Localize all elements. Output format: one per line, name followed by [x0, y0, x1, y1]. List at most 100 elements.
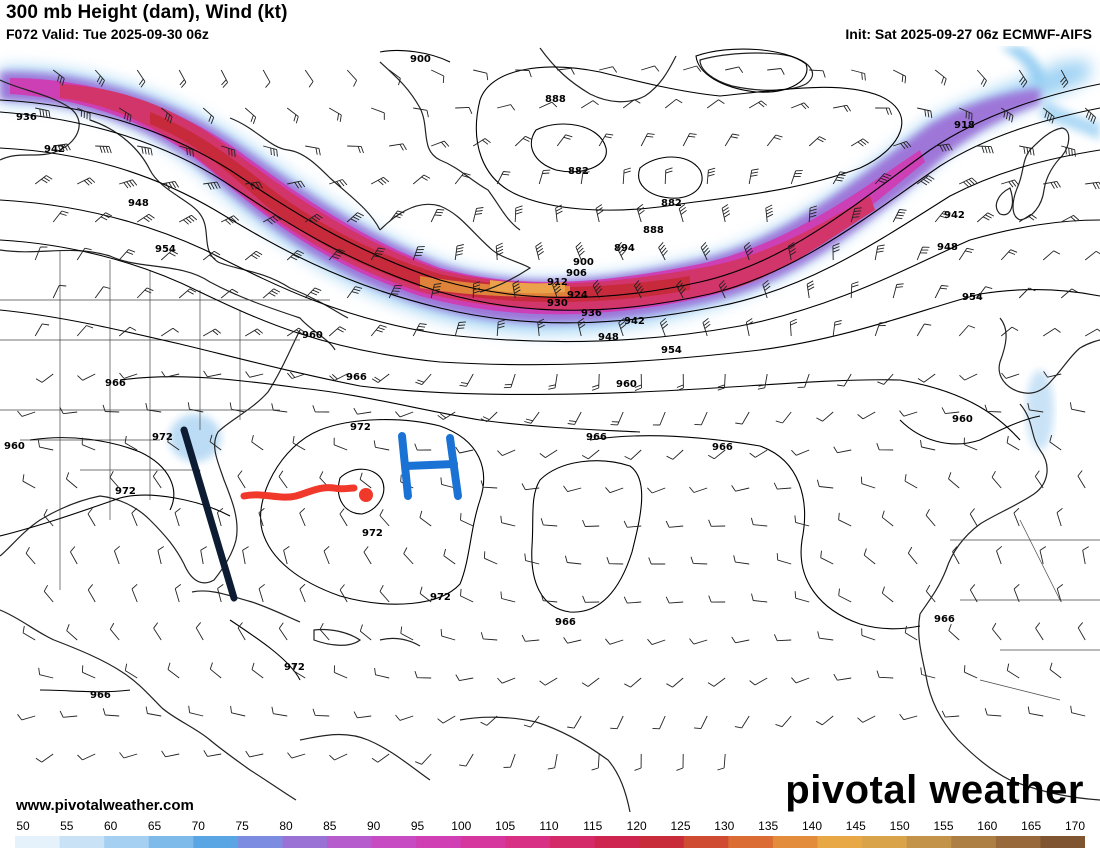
wind-barb: [245, 750, 264, 758]
wind-barb: [791, 449, 810, 456]
wind-barb: [682, 133, 697, 147]
wind-barb: [547, 753, 558, 770]
wind-barb: [899, 410, 918, 417]
wind-barb: [850, 207, 862, 223]
wind-barb: [153, 622, 162, 641]
wind-barb: [767, 68, 785, 75]
wind-barb: [77, 373, 96, 381]
wind-barb: [925, 508, 936, 527]
wind-barb: [262, 214, 281, 225]
wind-barb: [124, 663, 138, 679]
wind-barb: [329, 753, 348, 761]
wind-barb: [790, 170, 803, 185]
wind-barb: [454, 244, 464, 261]
wind-barb: [496, 319, 506, 337]
wind-barb: [229, 402, 246, 413]
wind-barb: [676, 753, 684, 771]
wind-barb: [1018, 287, 1036, 299]
wind-barb: [87, 584, 96, 603]
weather-map: 900 888 882 882 888 894 900 906 912 918 …: [0, 46, 1100, 818]
wind-barb: [161, 180, 179, 190]
wind-barb: [555, 204, 563, 223]
wind-barb: [38, 667, 54, 679]
wind-barb: [717, 753, 726, 771]
wind-barb: [37, 440, 54, 451]
wind-barb: [1001, 372, 1020, 379]
wind-barb: [666, 449, 684, 460]
wind-barb: [53, 143, 71, 152]
wind-barb: [860, 476, 876, 489]
colorbar-tick: 70: [191, 819, 205, 833]
wind-barb: [403, 547, 414, 565]
wind-barb: [857, 715, 876, 723]
wind-barb: [1039, 546, 1047, 565]
wind-barb: [359, 624, 372, 641]
wind-barb: [808, 205, 817, 223]
wind-barb: [346, 212, 364, 223]
wind-barb: [299, 583, 306, 603]
wind-barb: [920, 667, 936, 679]
wind-barb: [95, 145, 112, 154]
wind-barb: [916, 323, 932, 337]
source-url: www.pivotalweather.com: [14, 797, 196, 814]
wind-barb: [412, 246, 425, 261]
wind-barb: [278, 622, 288, 641]
colorbar-swatch: [951, 836, 997, 848]
wind-barb: [480, 411, 498, 423]
wind-barb: [1049, 662, 1062, 679]
wind-barb: [773, 482, 792, 490]
wind-barb: [751, 593, 768, 603]
wind-barb: [1027, 403, 1044, 413]
wind-barb: [76, 325, 94, 337]
wind-barb: [216, 507, 224, 527]
wind-barb: [319, 622, 330, 641]
colorbar-tick: 155: [933, 819, 954, 833]
wind-barb: [976, 212, 995, 223]
wind-barb: [797, 373, 810, 388]
wind-barb: [43, 584, 54, 603]
wind-barb: [77, 107, 91, 121]
contour-label: 954: [661, 345, 682, 356]
contour-label: 924: [567, 290, 588, 301]
wind-barb: [1001, 179, 1020, 188]
contour-label: 888: [545, 94, 566, 105]
wind-barb: [109, 622, 120, 641]
wind-barb: [161, 371, 180, 378]
wind-barb: [757, 373, 768, 390]
wind-barb: [731, 636, 750, 644]
wind-barb: [283, 546, 290, 565]
contour-label: 960: [4, 441, 25, 452]
colorbar-tick: 100: [451, 819, 472, 833]
wind-barb: [346, 69, 358, 87]
wind-barb: [605, 487, 624, 494]
wind-barb: [514, 135, 532, 147]
wind-barb: [244, 328, 263, 337]
wind-barb: [167, 662, 180, 679]
wind-barb: [838, 588, 852, 603]
wind-barb: [702, 317, 711, 337]
wind-barb: [524, 411, 540, 424]
wind-barb: [323, 545, 330, 565]
wind-barb: [540, 518, 558, 527]
wind-barb: [1077, 622, 1086, 641]
colorbar-swatch: [59, 836, 105, 848]
wind-barb: [577, 318, 586, 337]
wind-barb: [305, 145, 321, 156]
wind-barb: [636, 204, 645, 223]
wind-barb: [776, 553, 792, 565]
wind-barb: [683, 65, 702, 72]
wind-barb: [787, 242, 797, 261]
wind-barb: [371, 107, 385, 120]
wind-barb: [94, 69, 105, 87]
wind-barb: [287, 752, 306, 759]
wind-barb: [664, 167, 673, 185]
wind-barb: [286, 107, 299, 124]
wind-barb: [1084, 250, 1100, 261]
wind-barb: [707, 449, 726, 460]
wind-barb: [312, 708, 330, 717]
wind-barb: [262, 69, 271, 88]
contour-label: 900: [573, 257, 594, 268]
wind-barb: [567, 715, 582, 729]
wind-barb: [916, 175, 935, 186]
wind-barb: [157, 546, 164, 565]
